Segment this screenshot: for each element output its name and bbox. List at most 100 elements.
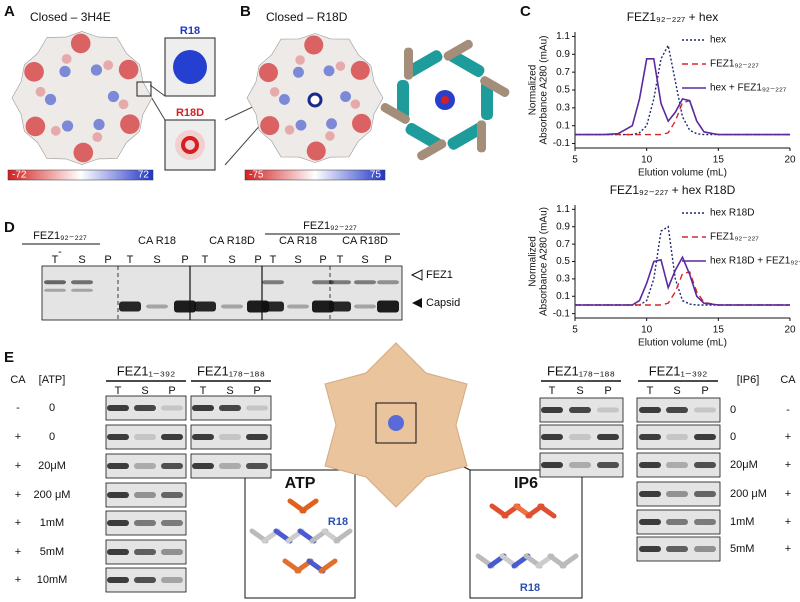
helix bbox=[476, 120, 486, 153]
gel-band bbox=[694, 434, 716, 440]
y-tick-label: 0.9 bbox=[556, 49, 570, 60]
gel-band bbox=[694, 407, 716, 413]
x-tick-label: 10 bbox=[641, 325, 653, 336]
gel-band bbox=[312, 300, 334, 313]
ca-state: + bbox=[15, 489, 21, 501]
gel-header: CA R18D bbox=[209, 235, 255, 247]
ca-state: + bbox=[785, 488, 791, 500]
gel-band bbox=[312, 280, 334, 285]
gel-band bbox=[134, 434, 156, 440]
atp-conc: 1mM bbox=[40, 517, 64, 529]
gel-band bbox=[134, 463, 156, 469]
lane-label: P bbox=[168, 385, 175, 397]
helix bbox=[481, 80, 493, 120]
residue-label: R18 bbox=[328, 516, 348, 528]
surface-patch bbox=[325, 131, 335, 141]
zoom-box bbox=[136, 81, 152, 97]
lane-label: S bbox=[226, 385, 233, 397]
gel-band bbox=[192, 434, 214, 440]
gel-band bbox=[246, 463, 268, 469]
gel-header: FEZ1₁₋₃₉₂ bbox=[649, 363, 708, 378]
gel-band bbox=[666, 519, 688, 525]
legend-label: hex bbox=[710, 35, 726, 46]
ca-state: + bbox=[15, 546, 21, 558]
helix bbox=[397, 80, 409, 120]
surface-patch bbox=[70, 33, 91, 54]
x-tick-label: 20 bbox=[784, 155, 796, 166]
y-tick-label: 0.7 bbox=[556, 239, 570, 250]
gel-band bbox=[194, 301, 216, 312]
gel-band bbox=[246, 405, 268, 411]
surface-patch bbox=[61, 53, 72, 64]
surface-patch bbox=[258, 63, 278, 83]
surface-patch bbox=[295, 119, 307, 131]
gel-band bbox=[134, 577, 156, 583]
lane-label: P bbox=[254, 254, 261, 266]
gel-band bbox=[262, 280, 284, 285]
stick bbox=[537, 503, 557, 519]
gel-band bbox=[221, 304, 243, 309]
helix bbox=[443, 39, 473, 61]
gel-header: FEZ1₁₋₃₉₂ bbox=[117, 363, 176, 378]
y-tick-label: 0.5 bbox=[556, 256, 570, 267]
column-header: CA bbox=[780, 374, 796, 386]
surface-patch bbox=[278, 94, 290, 105]
y-tick-label: 0.1 bbox=[556, 120, 570, 131]
lane-label: T bbox=[200, 385, 207, 397]
gel-band bbox=[192, 405, 214, 411]
gel-header: FEZ1₁₇₈₋₁₈₈ bbox=[547, 363, 615, 378]
ip6-conc: 0 bbox=[730, 431, 736, 443]
chart-title: FEZ1₉₂₋₂₂₇ + hex R18D bbox=[610, 183, 736, 197]
y-tick-label: 0.5 bbox=[556, 85, 570, 96]
gel-band bbox=[107, 577, 129, 583]
lane-label: T bbox=[337, 254, 344, 266]
stick bbox=[299, 498, 319, 514]
helix bbox=[380, 102, 410, 124]
gel-band bbox=[161, 463, 183, 469]
gel-band bbox=[354, 304, 376, 309]
lane-label: T bbox=[115, 385, 122, 397]
surface-patch bbox=[350, 99, 361, 109]
gel-band bbox=[107, 492, 129, 498]
y-tick-label: 1.1 bbox=[556, 204, 570, 215]
color-scale bbox=[7, 169, 154, 181]
gel-band bbox=[71, 280, 93, 285]
gel-band bbox=[174, 300, 196, 313]
lane-label: S bbox=[673, 385, 680, 397]
band-label: FEZ1 bbox=[426, 269, 453, 281]
lane-label: T bbox=[647, 385, 654, 397]
gel-band bbox=[134, 405, 156, 411]
lane-label: T bbox=[202, 254, 209, 266]
scale-max: 72 bbox=[138, 170, 150, 181]
scale-min: -75 bbox=[249, 170, 264, 181]
y-tick-label: -0.1 bbox=[553, 138, 571, 149]
panel-label: B bbox=[240, 3, 251, 20]
gel-band bbox=[666, 434, 688, 440]
lane-label: S bbox=[576, 385, 583, 397]
gel-band bbox=[161, 492, 183, 498]
gel-band bbox=[541, 434, 563, 440]
lane-label: T bbox=[52, 254, 59, 266]
gel-band bbox=[262, 301, 284, 312]
surface-patch bbox=[335, 61, 346, 71]
gel-band bbox=[329, 280, 351, 285]
series-line bbox=[575, 255, 790, 306]
x-axis-label: Elution volume (mL) bbox=[638, 168, 727, 179]
gel-band bbox=[119, 301, 141, 312]
gel-band bbox=[639, 407, 661, 413]
surface-patch bbox=[284, 125, 295, 135]
scale-max: 75 bbox=[370, 170, 382, 181]
surface-patch bbox=[73, 142, 94, 163]
gel-band bbox=[44, 280, 66, 285]
ca-state: - bbox=[786, 404, 790, 416]
ip6-conc: 20μM bbox=[730, 459, 758, 471]
surface-patch bbox=[61, 120, 74, 132]
legend-label: FEZ1₉₂₋₂₂₇ bbox=[710, 232, 759, 243]
gel-band bbox=[639, 434, 661, 440]
atp-conc: 0 bbox=[49, 402, 55, 414]
gel-band bbox=[354, 280, 376, 285]
column-header: [IP6] bbox=[737, 374, 760, 386]
surface-patch bbox=[120, 114, 140, 134]
gel-band bbox=[71, 288, 93, 292]
